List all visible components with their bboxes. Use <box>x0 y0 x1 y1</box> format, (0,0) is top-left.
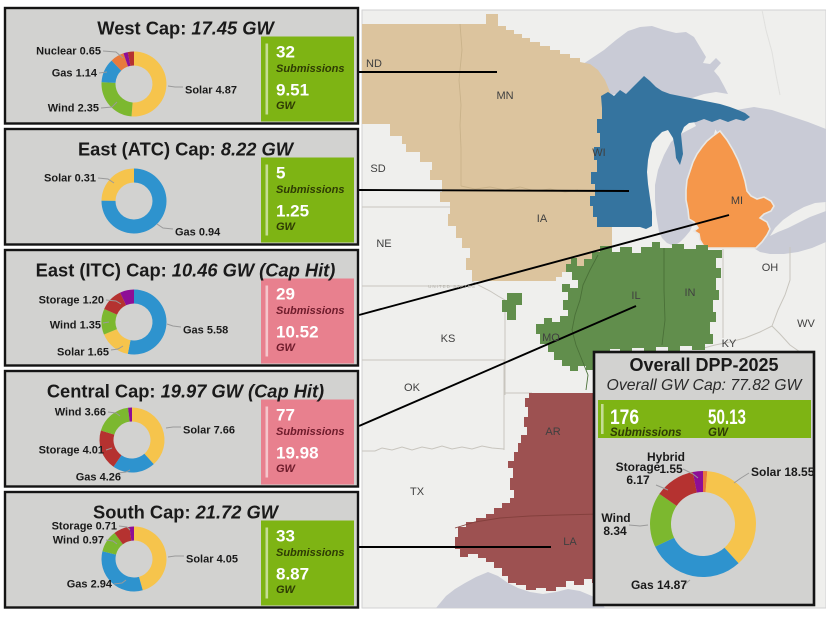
svg-text:Gas 5.58: Gas 5.58 <box>183 325 228 337</box>
svg-text:Solar 0.31: Solar 0.31 <box>44 173 96 185</box>
svg-text:SD: SD <box>370 163 385 175</box>
svg-text:East (ATC) Cap: 8.22 GW: East (ATC) Cap: 8.22 GW <box>78 139 295 160</box>
svg-text:5: 5 <box>276 164 285 183</box>
svg-text:77: 77 <box>276 406 295 425</box>
svg-text:Submissions: Submissions <box>276 305 344 317</box>
svg-text:WI: WI <box>592 147 605 159</box>
svg-text:Overall DPP-2025: Overall DPP-2025 <box>629 355 778 375</box>
svg-text:Submissions: Submissions <box>276 426 344 438</box>
svg-text:Solar 4.87: Solar 4.87 <box>185 85 237 97</box>
svg-text:GW: GW <box>276 221 297 233</box>
svg-text:TX: TX <box>410 486 425 498</box>
svg-text:South Cap: 21.72 GW: South Cap: 21.72 GW <box>93 502 280 523</box>
svg-text:IN: IN <box>685 287 696 299</box>
svg-text:Overall GW Cap: 77.82 GW: Overall GW Cap: 77.82 GW <box>607 377 804 394</box>
svg-text:Solar 1.65: Solar 1.65 <box>57 347 109 359</box>
svg-text:OH: OH <box>762 262 779 274</box>
svg-text:8.34: 8.34 <box>603 524 627 538</box>
svg-text:10.52: 10.52 <box>276 323 319 342</box>
svg-text:AR: AR <box>545 426 560 438</box>
svg-text:Solar 4.05: Solar 4.05 <box>186 554 238 566</box>
svg-text:LA: LA <box>563 536 577 548</box>
svg-text:Gas 2.94: Gas 2.94 <box>67 579 113 591</box>
svg-text:6.17: 6.17 <box>626 473 650 487</box>
svg-text:West Cap: 17.45 GW: West Cap: 17.45 GW <box>97 18 275 39</box>
svg-text:Submissions: Submissions <box>276 547 344 559</box>
svg-text:KY: KY <box>722 338 737 350</box>
svg-text:Submissions: Submissions <box>276 63 344 75</box>
svg-text:Gas 1.14: Gas 1.14 <box>52 68 98 80</box>
svg-text:IL: IL <box>631 290 640 302</box>
svg-text:Wind: Wind <box>601 511 630 525</box>
svg-text:Wind 1.35: Wind 1.35 <box>50 320 101 332</box>
svg-text:GW: GW <box>708 427 729 439</box>
svg-text:Wind 3.66: Wind 3.66 <box>55 407 106 419</box>
svg-text:176: 176 <box>610 406 639 429</box>
svg-text:MN: MN <box>496 90 513 102</box>
svg-text:MI: MI <box>731 195 743 207</box>
svg-text:1.25: 1.25 <box>276 202 309 221</box>
svg-text:Storage: Storage <box>616 460 661 474</box>
svg-text:33: 33 <box>276 527 295 546</box>
svg-text:KS: KS <box>441 333 456 345</box>
svg-text:WV: WV <box>797 318 815 330</box>
svg-text:Wind 2.35: Wind 2.35 <box>48 103 99 115</box>
svg-text:Storage 0.71: Storage 0.71 <box>52 521 117 533</box>
svg-text:NE: NE <box>376 238 391 250</box>
svg-text:East (ITC) Cap: 10.46 GW (Cap: East (ITC) Cap: 10.46 GW (Cap Hit) <box>36 260 336 281</box>
svg-text:MO: MO <box>542 332 560 344</box>
svg-text:Submissions: Submissions <box>610 427 682 439</box>
svg-text:50.13: 50.13 <box>708 406 746 429</box>
svg-text:GW: GW <box>276 584 297 596</box>
svg-text:1.55: 1.55 <box>659 462 683 476</box>
svg-text:Storage 4.01: Storage 4.01 <box>39 445 104 457</box>
svg-text:UNITED STATES: UNITED STATES <box>428 284 476 289</box>
svg-text:IA: IA <box>537 213 548 225</box>
svg-text:GW: GW <box>276 342 297 354</box>
svg-text:19.98: 19.98 <box>276 444 319 463</box>
svg-text:Gas 4.26: Gas 4.26 <box>76 472 121 484</box>
svg-text:GW: GW <box>276 463 297 475</box>
svg-text:8.87: 8.87 <box>276 565 309 584</box>
svg-text:Gas 0.94: Gas 0.94 <box>175 227 221 239</box>
svg-text:Submissions: Submissions <box>276 184 344 196</box>
svg-text:Wind 0.97: Wind 0.97 <box>53 535 104 547</box>
svg-text:32: 32 <box>276 43 295 62</box>
svg-text:OK: OK <box>404 382 421 394</box>
svg-text:9.51: 9.51 <box>276 81 309 100</box>
svg-text:Solar 18.55: Solar 18.55 <box>751 465 815 479</box>
svg-text:Solar 7.66: Solar 7.66 <box>183 425 235 437</box>
svg-text:ND: ND <box>366 58 382 70</box>
svg-text:Nuclear 0.65: Nuclear 0.65 <box>36 46 101 58</box>
svg-text:Gas 14.87: Gas 14.87 <box>631 578 687 592</box>
svg-text:Central Cap: 19.97 GW (Cap Hit: Central Cap: 19.97 GW (Cap Hit) <box>47 381 324 402</box>
svg-text:29: 29 <box>276 285 295 304</box>
svg-text:Storage 1.20: Storage 1.20 <box>39 295 104 307</box>
svg-text:Hybrid: Hybrid <box>647 450 685 464</box>
svg-text:GW: GW <box>276 100 297 112</box>
